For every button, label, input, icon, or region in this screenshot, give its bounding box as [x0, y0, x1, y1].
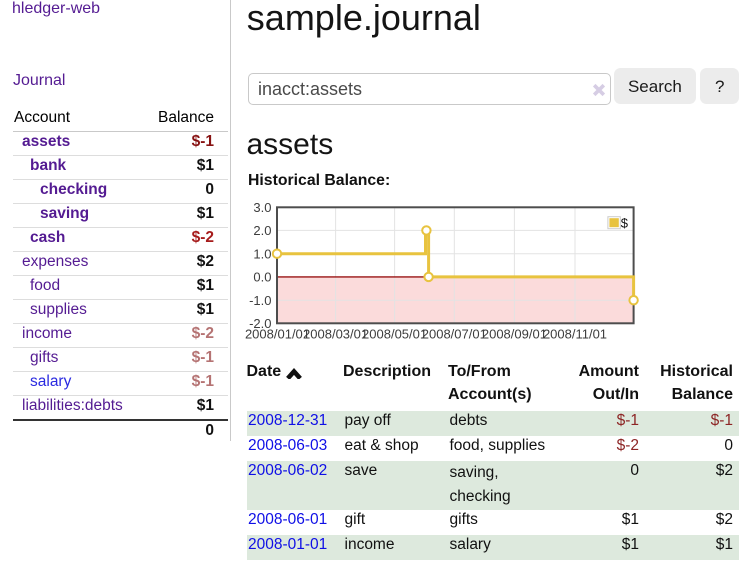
svg-text:2008/09/01: 2008/09/01: [482, 327, 547, 342]
svg-text:2008/05/01: 2008/05/01: [362, 327, 427, 342]
svg-text:2008/03/01: 2008/03/01: [303, 327, 368, 342]
svg-text:2008/07/01: 2008/07/01: [422, 327, 487, 342]
svg-text:-2.0: -2.0: [249, 316, 271, 331]
svg-text:$: $: [621, 216, 629, 231]
svg-text:0.0: 0.0: [253, 270, 271, 285]
svg-text:2008/11/01: 2008/11/01: [543, 327, 607, 342]
svg-text:3.0: 3.0: [253, 200, 271, 215]
svg-text:2008/01/01: 2008/01/01: [245, 327, 310, 342]
svg-text:2.0: 2.0: [253, 223, 271, 238]
svg-text:-1.0: -1.0: [249, 293, 271, 308]
svg-text:1.0: 1.0: [253, 246, 271, 261]
